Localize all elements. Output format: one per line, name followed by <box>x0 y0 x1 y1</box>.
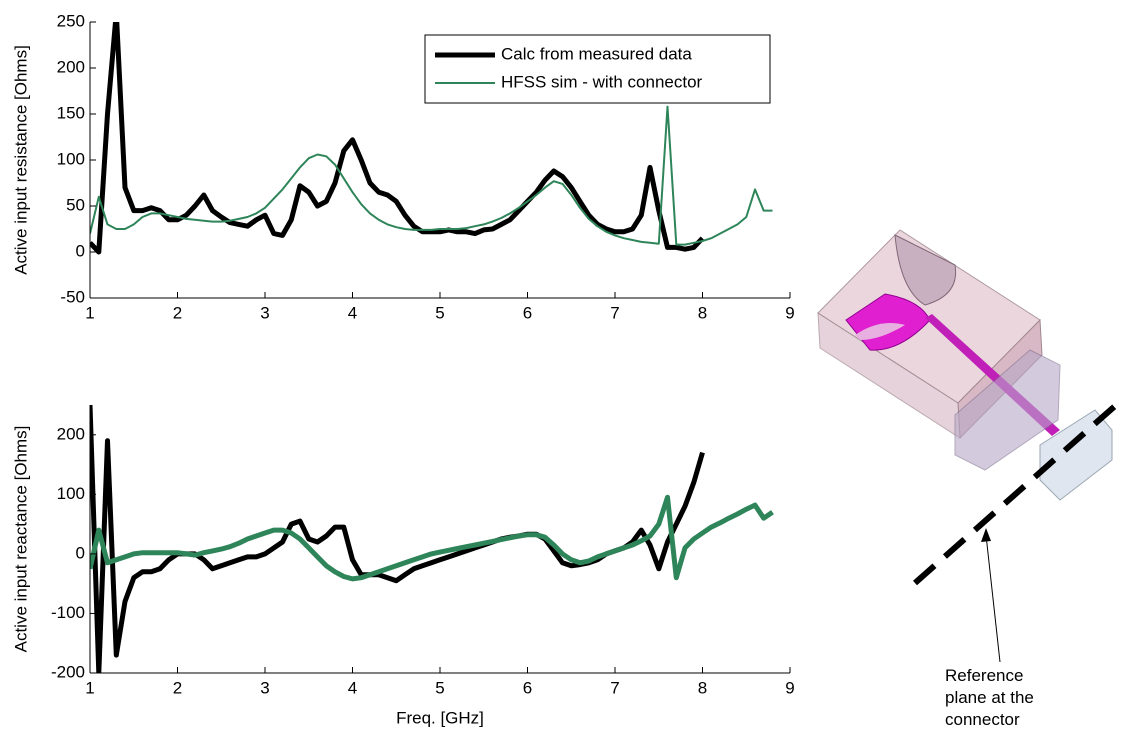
y-tick-label: 50 <box>66 195 85 214</box>
x-tick-label: 4 <box>348 678 357 697</box>
x-tick-label: 4 <box>348 303 357 322</box>
y-tick-label: 200 <box>57 424 85 443</box>
plot-area <box>90 405 773 673</box>
y-tick-label: 150 <box>57 103 85 122</box>
chart: -50050100150200250123456789Active input … <box>0 0 1124 745</box>
x-tick-label: 6 <box>523 303 532 322</box>
x-tick-label: 9 <box>785 303 794 322</box>
pointer-head <box>981 528 991 542</box>
x-tick-label: 7 <box>610 303 619 322</box>
x-tick-label: 2 <box>173 303 182 322</box>
figure: -50050100150200250123456789Active input … <box>0 0 1124 745</box>
x-tick-label: 8 <box>698 678 707 697</box>
series-line <box>90 497 773 579</box>
y-tick-label: -100 <box>51 603 85 622</box>
antenna-diagram <box>818 230 1124 662</box>
y-axis-label: Active input resistance [Ohms] <box>11 45 30 275</box>
x-tick-label: 1 <box>85 303 94 322</box>
y-tick-label: 200 <box>57 57 85 76</box>
y-tick-label: 100 <box>57 149 85 168</box>
y-tick-label: 0 <box>76 241 85 260</box>
y-axis-label: Active input reactance [Ohms] <box>11 426 30 653</box>
x-tick-label: 1 <box>85 678 94 697</box>
y-tick-label: 250 <box>57 11 85 30</box>
y-tick-label: 0 <box>76 543 85 562</box>
legend-label: HFSS sim - with connector <box>501 72 703 91</box>
x-tick-label: 3 <box>260 678 269 697</box>
y-tick-label: -50 <box>60 287 85 306</box>
legend-label: Calc from measured data <box>501 44 692 63</box>
x-axis-label: Freq. [GHz] <box>396 708 484 727</box>
y-tick-label: -200 <box>51 662 85 681</box>
x-tick-label: 8 <box>698 303 707 322</box>
x-tick-label: 2 <box>173 678 182 697</box>
x-tick-label: 7 <box>610 678 619 697</box>
x-tick-label: 6 <box>523 678 532 697</box>
x-tick-label: 3 <box>260 303 269 322</box>
x-tick-label: 9 <box>785 678 794 697</box>
legend: Calc from measured data HFSS sim - with c… <box>425 35 770 103</box>
series-line <box>90 107 773 245</box>
x-tick-label: 5 <box>435 303 444 322</box>
annotation: Reference plane at the connector <box>945 665 1063 731</box>
series-line <box>90 405 703 673</box>
pointer <box>986 535 1000 662</box>
y-tick-label: 100 <box>57 484 85 503</box>
x-tick-label: 5 <box>435 678 444 697</box>
